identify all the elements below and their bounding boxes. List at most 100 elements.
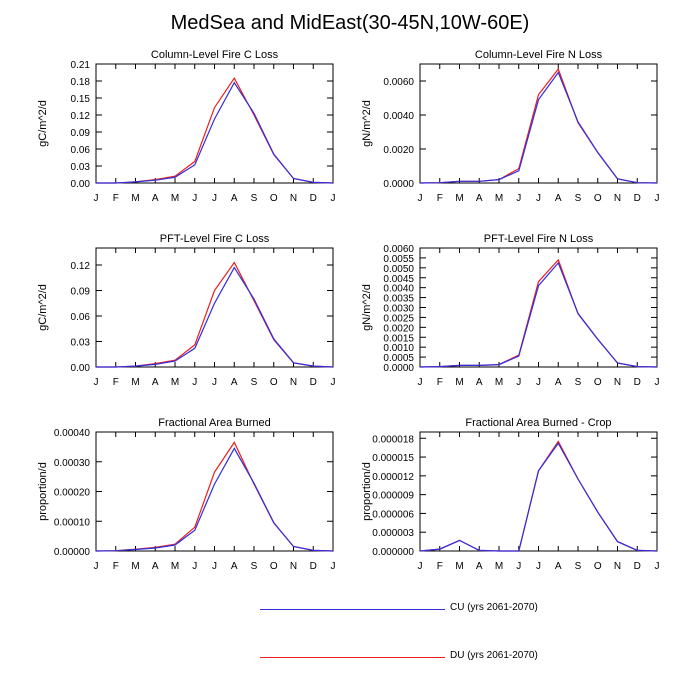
series-line-cu	[96, 81, 334, 184]
x-tick-label: J	[536, 561, 541, 572]
y-tick-label: 0.09	[71, 128, 91, 139]
panel-title: Column-Level Fire N Loss	[475, 49, 603, 61]
y-tick-label: 0.00000	[54, 547, 91, 558]
plot-frame	[419, 247, 658, 368]
x-tick-label: S	[575, 561, 582, 572]
y-tick-label: 0.000009	[372, 491, 414, 502]
y-tick-label: 0.12	[71, 261, 91, 272]
y-tick-label: 0.0000	[383, 363, 414, 374]
x-tick-label: J	[192, 377, 197, 388]
x-tick-label: J	[212, 561, 217, 572]
legend-label-cu: CU (yrs 2061-2070)	[450, 602, 538, 613]
y-tick-label: 0.0035	[383, 294, 414, 305]
x-tick-label: A	[152, 561, 159, 572]
x-tick-label: J	[655, 193, 660, 204]
panel-title: Fractional Area Burned - Crop	[465, 417, 611, 429]
x-tick-label: M	[131, 561, 139, 572]
series-line-cu	[419, 442, 658, 552]
y-tick-label: 0.00	[71, 179, 91, 190]
x-tick-label: S	[251, 193, 258, 204]
x-tick-label: F	[113, 561, 119, 572]
x-tick-label: D	[310, 377, 317, 388]
y-tick-label: 0.0020	[383, 323, 414, 334]
y-axis-label: proportion/d	[37, 462, 49, 521]
x-tick-label: J	[516, 193, 521, 204]
y-tick-label: 0.03	[71, 162, 91, 173]
y-tick-label: 0.0000	[383, 179, 414, 190]
x-tick-label: D	[634, 377, 641, 388]
y-tick-label: 0.0030	[383, 304, 414, 315]
series-line-cu	[419, 71, 658, 184]
x-tick-label: J	[212, 193, 217, 204]
x-tick-label: A	[476, 377, 483, 388]
y-tick-label: 0.0005	[383, 353, 414, 364]
x-tick-label: J	[94, 377, 99, 388]
x-tick-label: N	[614, 193, 621, 204]
x-tick-label: J	[516, 377, 521, 388]
y-tick-label: 0.0055	[383, 254, 414, 265]
y-tick-label: 0.0010	[383, 343, 414, 354]
x-tick-label: A	[476, 561, 483, 572]
x-tick-label: O	[594, 561, 602, 572]
x-tick-label: O	[270, 561, 278, 572]
x-tick-label: A	[231, 561, 238, 572]
y-tick-label: 0.15	[71, 94, 91, 105]
panel-title: PFT-Level Fire N Loss	[484, 233, 594, 245]
y-tick-label: 0.000015	[372, 453, 414, 464]
y-tick-label: 0.00010	[54, 517, 91, 528]
legend-line-du	[260, 657, 445, 658]
x-tick-label: J	[418, 377, 423, 388]
x-tick-label: M	[131, 377, 139, 388]
y-axis-label: gN/m^2/d	[361, 284, 373, 331]
x-tick-label: M	[495, 193, 503, 204]
y-tick-label: 0.12	[71, 111, 91, 122]
y-tick-label: 0.0060	[383, 244, 414, 255]
x-tick-label: A	[231, 193, 238, 204]
series-line-du	[96, 261, 334, 368]
x-tick-label: S	[251, 561, 258, 572]
series-line-du	[419, 440, 658, 552]
x-tick-label: F	[437, 561, 443, 572]
figure-title: MedSea and MidEast(30-45N,10W-60E)	[170, 12, 530, 34]
y-tick-label: 0.000012	[372, 472, 414, 483]
x-tick-label: J	[192, 561, 197, 572]
y-tick-label: 0.0040	[383, 111, 414, 122]
x-tick-label: F	[437, 377, 443, 388]
legend-entry-du: DU (yrs 2061-2070)	[260, 650, 600, 664]
x-tick-label: D	[310, 193, 317, 204]
y-tick-label: 0.0020	[383, 145, 414, 156]
y-tick-label: 0.00	[71, 363, 91, 374]
panel-1: Column-Level Fire C Loss gC/m^2/d J F M A M J J A…	[37, 49, 336, 204]
x-tick-label: J	[331, 561, 336, 572]
y-tick-label: 0.0040	[383, 284, 414, 295]
legend-label-du: DU (yrs 2061-2070)	[450, 650, 538, 661]
x-tick-label: J	[655, 561, 660, 572]
panel-2: Column-Level Fire N Loss gN/m^2/d J F M A M J J A…	[361, 49, 660, 204]
y-tick-label: 0.0050	[383, 264, 414, 275]
y-tick-label: 0.0025	[383, 313, 414, 324]
x-tick-label: J	[655, 377, 660, 388]
panel-title: Fractional Area Burned	[158, 417, 271, 429]
x-tick-label: M	[495, 377, 503, 388]
x-tick-label: A	[476, 193, 483, 204]
x-tick-label: J	[331, 377, 336, 388]
y-tick-label: 0.000018	[372, 434, 414, 445]
x-tick-label: A	[555, 377, 562, 388]
x-tick-label: M	[131, 193, 139, 204]
y-tick-label: 0.03	[71, 338, 91, 349]
y-axis-label: proportion/d	[361, 462, 373, 521]
y-tick-label: 0.0060	[383, 77, 414, 88]
x-tick-label: M	[495, 561, 503, 572]
plot-frame	[95, 247, 334, 368]
plot-frame	[95, 431, 334, 552]
plot-frame	[419, 63, 658, 184]
panel-title: PFT-Level Fire C Loss	[160, 233, 270, 245]
y-tick-label: 0.21	[71, 60, 91, 71]
y-axis-label: gC/m^2/d	[37, 100, 49, 147]
y-tick-label: 0.06	[71, 312, 91, 323]
series-line-cu	[95, 447, 334, 552]
x-tick-label: A	[231, 377, 238, 388]
x-tick-label: S	[575, 193, 582, 204]
x-tick-label: D	[634, 193, 641, 204]
x-tick-label: F	[113, 377, 119, 388]
